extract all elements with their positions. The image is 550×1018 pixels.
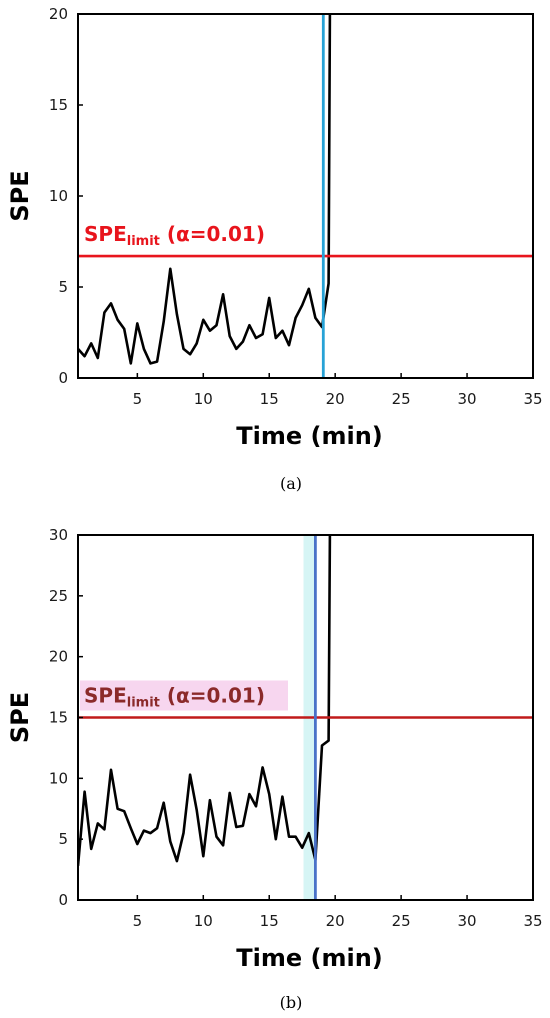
y-tick-label: 10: [49, 187, 68, 205]
x-tick-label: 35: [523, 912, 542, 930]
x-tick-label: 25: [392, 390, 411, 408]
limit-label-main: SPE: [84, 222, 127, 246]
y-tick-label: 20: [49, 648, 68, 666]
x-tick-label: 20: [326, 912, 345, 930]
limit-label: SPElimit (α=0.01): [84, 222, 265, 249]
limit-label-sub: limit: [127, 234, 160, 249]
x-tick-label: 35: [523, 390, 542, 408]
x-tick-label: 30: [458, 390, 477, 408]
x-tick-label: 25: [392, 912, 411, 930]
limit-label-suffix: (α=0.01): [160, 684, 265, 708]
x-axis-title: Time (min): [236, 422, 383, 450]
limit-label-main: SPE: [84, 684, 127, 708]
x-tick-label: 5: [133, 390, 143, 408]
x-tick-label: 5: [133, 912, 143, 930]
series-line-0: [78, 535, 332, 867]
y-tick-label: 25: [49, 587, 68, 605]
limit-label-sub: limit: [127, 696, 160, 711]
y-axis-title: SPE: [6, 170, 34, 221]
limit-label-suffix: (α=0.01): [160, 222, 265, 246]
x-tick-label: 10: [194, 390, 213, 408]
y-tick-label: 0: [58, 891, 68, 909]
y-tick-label: 5: [58, 278, 68, 296]
panel-label: (a): [280, 474, 302, 493]
y-tick-label: 15: [49, 96, 68, 114]
plot-frame: [77, 13, 534, 379]
x-tick-label: 20: [326, 390, 345, 408]
y-axis-title: SPE: [6, 692, 34, 743]
y-tick-label: 30: [49, 526, 68, 544]
panel-label: (b): [280, 993, 303, 1012]
limit-label-highlight: [80, 680, 288, 711]
y-tick-label: 0: [58, 369, 68, 387]
series-line-0: [78, 14, 332, 365]
x-tick-label: 10: [194, 912, 213, 930]
x-tick-label: 30: [458, 912, 477, 930]
x-tick-label: 15: [260, 912, 279, 930]
y-tick-label: 15: [49, 709, 68, 727]
x-axis-title: Time (min): [236, 944, 383, 972]
limit-label: SPElimit (α=0.01): [84, 684, 265, 711]
y-tick-label: 20: [49, 5, 68, 23]
y-tick-label: 5: [58, 830, 68, 848]
y-tick-label: 10: [49, 769, 68, 787]
x-tick-label: 15: [260, 390, 279, 408]
